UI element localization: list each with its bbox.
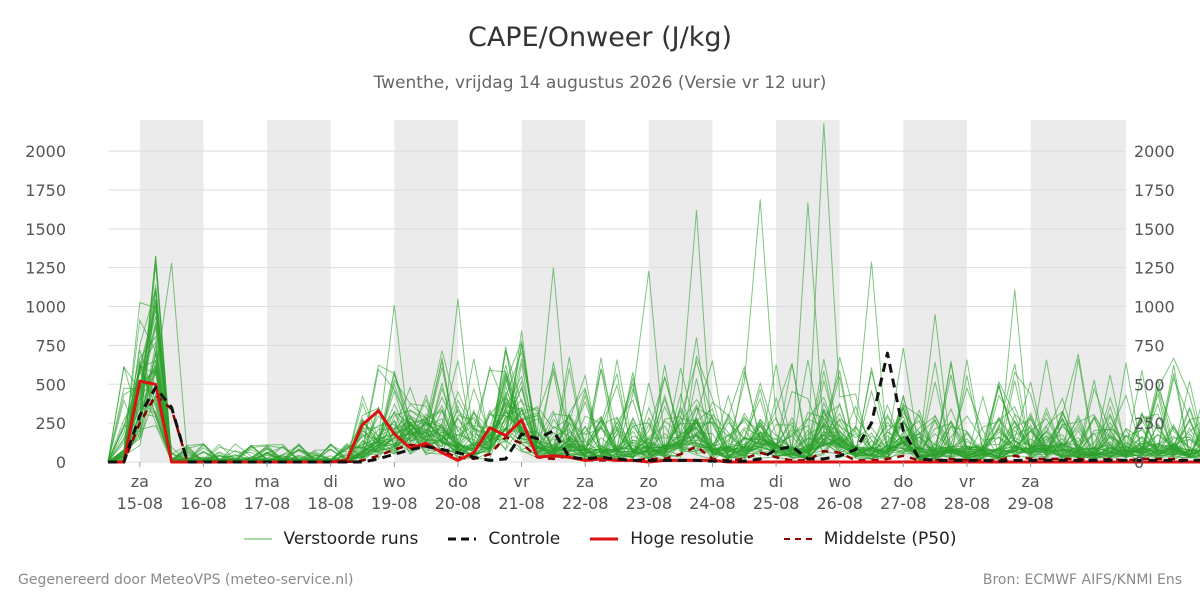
y-tick-right-500: 500 [1134, 375, 1165, 394]
x-tick-day-5: do [448, 472, 468, 491]
x-tick-date-13: 28-08 [944, 494, 991, 513]
y-tick-right-2000: 2000 [1134, 142, 1175, 161]
x-tick-day-4: wo [383, 472, 406, 491]
x-tick-date-4: 19-08 [371, 494, 418, 513]
legend-item-ensemble[interactable]: Verstoorde runs [243, 529, 419, 549]
x-tick-date-14: 29-08 [1007, 494, 1054, 513]
x-tick-date-9: 24-08 [689, 494, 736, 513]
y-tick-right-0: 0 [1134, 453, 1144, 472]
y-tick-right-1750: 1750 [1134, 181, 1175, 200]
y-tick-right-1000: 1000 [1134, 298, 1175, 317]
x-tick-day-2: ma [254, 472, 279, 491]
x-tick-date-2: 17-08 [244, 494, 291, 513]
legend-swatch-median [783, 538, 812, 540]
day-band-5 [776, 120, 840, 462]
x-tick-date-11: 26-08 [816, 494, 863, 513]
x-tick-date-1: 16-08 [180, 494, 227, 513]
x-tick-date-5: 20-08 [435, 494, 482, 513]
legend-label-control: Controle [488, 529, 561, 549]
weekend-bands [139, 120, 1126, 462]
chart-title: CAPE/Onweer (J/kg) [467, 22, 732, 53]
x-tick-date-8: 23-08 [626, 494, 673, 513]
x-tick-day-1: zo [194, 472, 212, 491]
legend-swatch-hires [590, 537, 619, 541]
x-tick-day-14: za [1021, 472, 1039, 491]
x-tick-day-6: vr [514, 472, 530, 491]
y-tick-left-500: 500 [35, 375, 66, 394]
y-tick-left-750: 750 [35, 336, 66, 355]
footer-generated-by: Gegenereerd door MeteoVPS (meteo-service… [18, 572, 354, 588]
axis-ticks: 0 0 250 250 500 500 750 750 1000 1000 1250 1250 1500… [25, 142, 1174, 513]
y-tick-right-750: 750 [1134, 336, 1165, 355]
main-series [108, 351, 1200, 464]
legend-label-hires: Hoge resolutie [630, 529, 754, 549]
control-line [108, 351, 1200, 464]
legend-item-median[interactable]: Middelste (P50) [783, 529, 957, 549]
y-tick-right-250: 250 [1134, 414, 1165, 433]
x-tick-day-13: vr [959, 472, 975, 491]
x-tick-day-3: di [323, 472, 338, 491]
x-tick-day-8: zo [640, 472, 658, 491]
x-tick-date-0: 15-08 [117, 494, 164, 513]
x-tick-day-12: do [893, 472, 913, 491]
legend-label-median: Middelste (P50) [823, 529, 957, 549]
y-tick-left-1250: 1250 [25, 259, 66, 278]
x-tick-date-7: 22-08 [562, 494, 609, 513]
x-tick-day-0: za [131, 472, 149, 491]
day-band-1 [267, 120, 331, 462]
x-tick-date-10: 25-08 [753, 494, 800, 513]
legend-item-hires[interactable]: Hoge resolutie [590, 529, 754, 549]
legend-swatch-control [448, 537, 477, 541]
legend-item-control[interactable]: Controle [448, 529, 560, 549]
x-tick-day-10: di [769, 472, 784, 491]
y-tick-right-1500: 1500 [1134, 220, 1175, 239]
x-tick-date-6: 21-08 [498, 494, 545, 513]
day-band-6 [903, 120, 967, 462]
y-tick-right-1250: 1250 [1134, 259, 1175, 278]
x-tick-date-3: 18-08 [307, 494, 354, 513]
y-tick-left-1750: 1750 [25, 181, 66, 200]
y-tick-left-1500: 1500 [25, 220, 66, 239]
legend-label-ensemble: Verstoorde runs [283, 529, 419, 549]
x-tick-day-9: ma [700, 472, 725, 491]
legend: Verstoorde runs Controle Hoge resolutie … [0, 529, 1200, 549]
x-tick-date-12: 27-08 [880, 494, 927, 513]
y-tick-left-1000: 1000 [25, 298, 66, 317]
ensemble-member-50 [107, 340, 1200, 463]
y-tick-left-0: 0 [56, 453, 66, 472]
chart-subtitle: Twenthe, vrijdag 14 augustus 2026 (Versi… [373, 73, 827, 93]
y-tick-left-250: 250 [35, 414, 66, 433]
gridlines [108, 150, 1126, 463]
legend-swatch-ensemble [243, 538, 272, 540]
median-line [108, 393, 1200, 464]
footer-source: Bron: ECMWF AIFS/KNMI Ens [982, 572, 1182, 588]
y-tick-left-2000: 2000 [25, 142, 66, 161]
x-tick-day-7: za [576, 472, 594, 491]
x-tick-day-11: wo [828, 472, 851, 491]
